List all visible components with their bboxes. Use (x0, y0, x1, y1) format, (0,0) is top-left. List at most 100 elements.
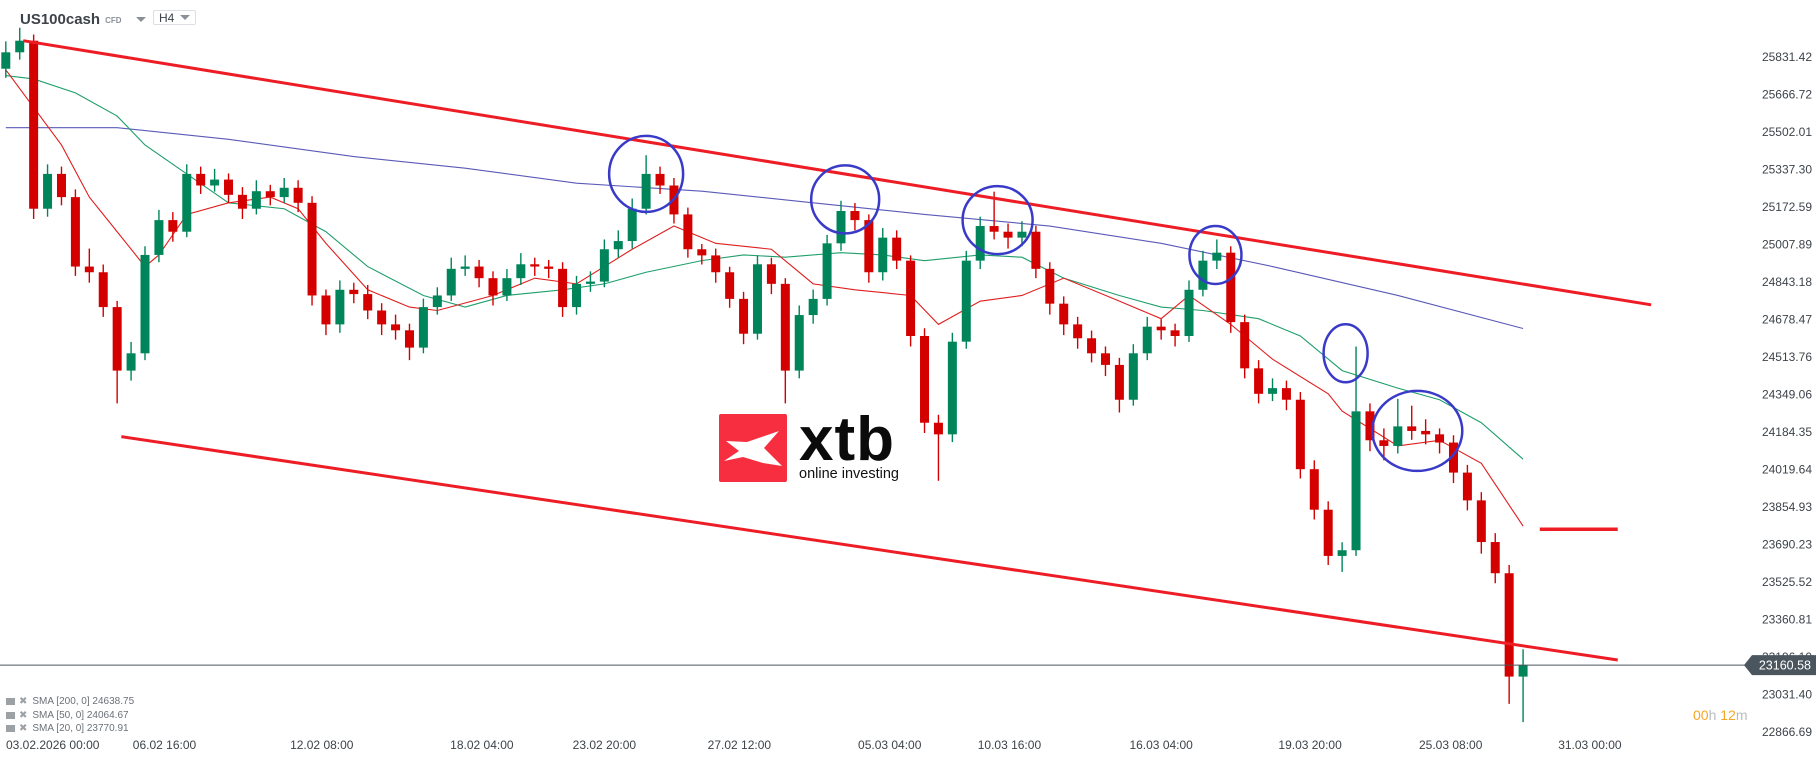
candle-body (15, 40, 25, 53)
candle-body (1142, 326, 1152, 354)
candle-body (836, 211, 846, 244)
candle (56, 166, 66, 206)
candle (1059, 296, 1069, 336)
candle-body (739, 298, 749, 334)
candle-body (906, 260, 916, 336)
legend-item-sma200[interactable]: ✖ SMA [200, 0] 24638.75 (6, 695, 134, 709)
candle-body (1226, 252, 1236, 323)
candle (655, 166, 665, 194)
candle (933, 414, 943, 481)
chevron-down-icon[interactable] (135, 16, 146, 22)
candle-body (210, 179, 220, 186)
candle-body (251, 191, 261, 209)
candle-body (1379, 440, 1389, 446)
x-axis-tick-label: 19.03 20:00 (1278, 738, 1342, 752)
candle-body (711, 255, 721, 273)
candle-body (1309, 469, 1319, 510)
candle-body (697, 249, 707, 256)
candle (210, 168, 220, 192)
close-icon[interactable]: ✖ (19, 709, 28, 721)
candle (766, 257, 776, 295)
candle-body (1100, 353, 1110, 365)
candle (850, 203, 860, 231)
candle-body (850, 211, 860, 221)
candle (279, 177, 289, 204)
x-axis-tick-label: 03.02.2026 00:00 (6, 738, 100, 752)
candle (1379, 428, 1389, 461)
candle-body (1504, 573, 1514, 677)
candle-body (1087, 338, 1097, 354)
candle-body (599, 249, 609, 282)
candle (1031, 225, 1041, 279)
candle-body (1212, 252, 1222, 261)
candle (1240, 314, 1250, 379)
legend-item-sma20[interactable]: ✖ SMA [20, 0] 23770.91 (6, 722, 134, 736)
x-axis-tick-label: 06.02 16:00 (133, 738, 197, 752)
y-axis-tick-label: 23690.23 (1762, 537, 1812, 551)
candle (627, 198, 637, 249)
candle (808, 289, 818, 324)
timeframe-select[interactable]: H4 (153, 10, 196, 25)
indicator-legend: ✖ SMA [200, 0] 24638.75 ✖ SMA [50, 0] 2406… (6, 695, 134, 736)
candle (1490, 533, 1500, 584)
legend-label: SMA [20, 0] 23770.91 (32, 723, 129, 734)
candle (126, 341, 136, 381)
candle-body (920, 335, 930, 423)
y-axis-tick-label: 25502.01 (1762, 125, 1812, 139)
channel-lower-line (121, 435, 1618, 662)
settings-icon[interactable] (6, 698, 15, 706)
candle-body (321, 295, 331, 325)
candle (1142, 316, 1152, 361)
chevron-down-icon (180, 15, 190, 20)
settings-icon[interactable] (6, 711, 15, 719)
channel-upper-line (22, 39, 1652, 307)
candle-body (418, 307, 428, 348)
candle (697, 244, 707, 265)
candle (1365, 403, 1375, 452)
candle (1087, 330, 1097, 363)
candle-body (864, 220, 874, 273)
sma200-line (5, 127, 1524, 330)
y-axis-tick-label: 24513.76 (1762, 350, 1812, 364)
candle (1504, 565, 1514, 704)
symbol-selector[interactable]: US100cash CFD (20, 8, 146, 30)
candle (349, 282, 359, 304)
candle (1156, 319, 1166, 340)
annotation-circle (607, 134, 685, 214)
candle-body (1198, 260, 1208, 290)
candle (1435, 428, 1445, 454)
candle (224, 173, 234, 204)
candle (1393, 398, 1403, 454)
x-axis-tick-label: 10.03 16:00 (978, 738, 1042, 752)
candle-body (1435, 434, 1445, 443)
candle-body (446, 268, 456, 296)
logo-mark (719, 414, 787, 482)
candle-body (1421, 430, 1431, 435)
candle (572, 275, 582, 315)
candle-body (641, 173, 651, 209)
y-axis-tick-label: 22866.69 (1762, 725, 1812, 739)
candle-body (1351, 411, 1361, 551)
candle-body (572, 283, 582, 308)
close-icon[interactable]: ✖ (19, 696, 28, 707)
candle-body (1017, 231, 1027, 238)
candle (1476, 492, 1486, 554)
legend-item-sma50[interactable]: ✖ SMA [50, 0] 24064.67 (6, 709, 134, 723)
candle (154, 209, 164, 263)
candle-body (613, 241, 623, 250)
candle-body (627, 208, 637, 242)
candle (961, 250, 971, 349)
candle (307, 196, 317, 306)
settings-icon[interactable] (6, 725, 15, 733)
candle (892, 230, 902, 270)
candle-body (98, 272, 108, 308)
candle-body (43, 173, 53, 209)
candle (488, 271, 498, 306)
candle-countdown: 00h 12m (1693, 707, 1748, 723)
close-icon[interactable]: ✖ (19, 723, 28, 734)
sma20-line (5, 69, 1524, 527)
candle-body (585, 281, 595, 284)
candle-body (1003, 231, 1013, 238)
candle-body (822, 243, 832, 299)
